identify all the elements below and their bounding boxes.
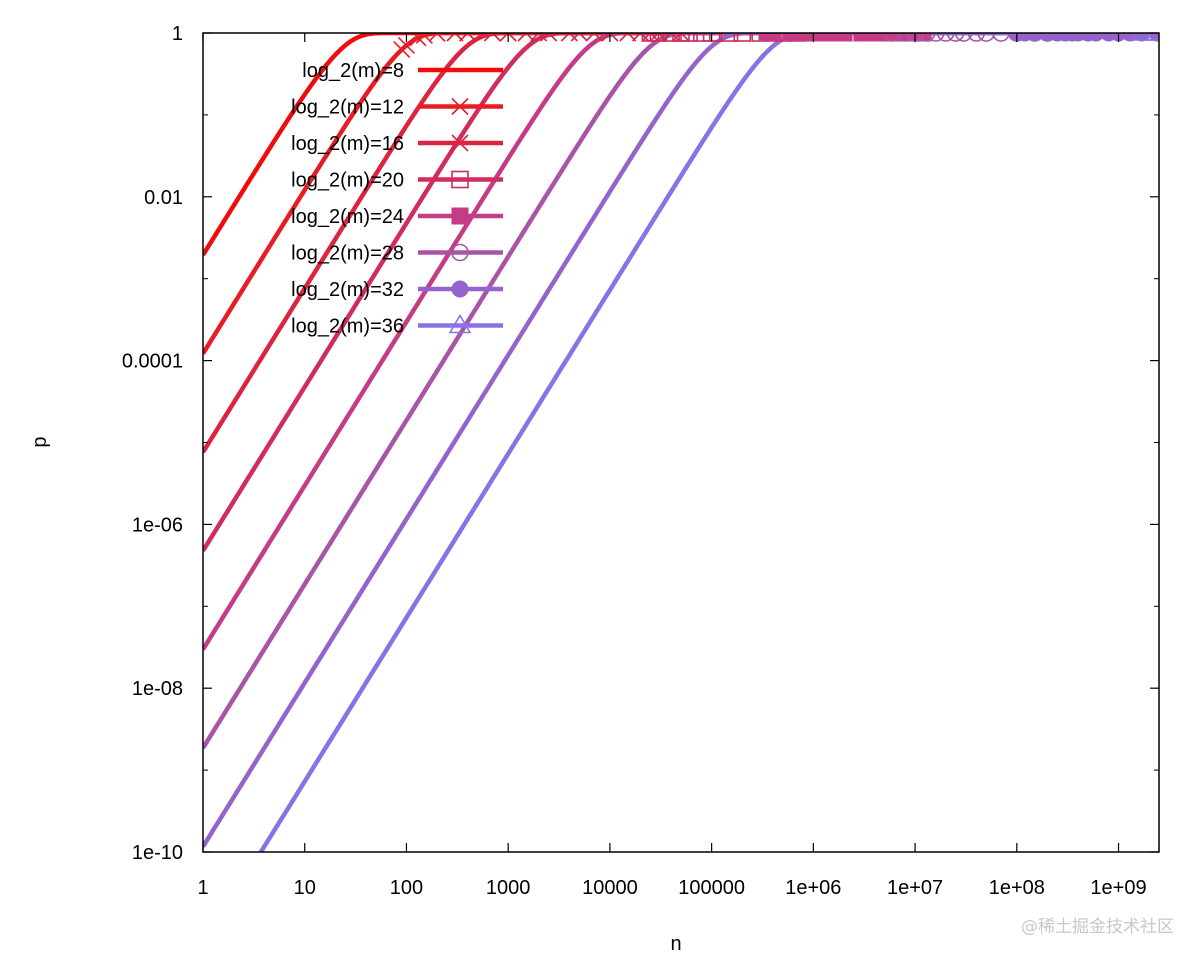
- data-point-12: [397, 36, 416, 55]
- series-line-24: [203, 33, 1159, 651]
- legend-label: log_2(m)=24: [291, 206, 404, 228]
- plot-frame: [202, 32, 1160, 853]
- legend-label: log_2(m)=20: [291, 170, 404, 192]
- data-point-32: [1133, 33, 1151, 42]
- data-point-24: [875, 33, 893, 42]
- data-point-28: [883, 33, 902, 42]
- legend-marker: [451, 170, 469, 189]
- data-point-24: [901, 33, 919, 42]
- legend-label: log_2(m)=16: [291, 133, 404, 155]
- data-point-20: [649, 33, 668, 42]
- data-point-24: [825, 33, 843, 42]
- x-tick-labels: 1 10 100 1000 10000 100000 1e+06 1e+07 1e+08 1e+0…: [197, 877, 1146, 899]
- x-tick-label: 100: [390, 877, 423, 899]
- axis-ticks: [202, 32, 1159, 853]
- y-axis-title: p: [29, 436, 51, 447]
- data-point-28: [936, 33, 955, 42]
- legend-label: log_2(m)=12: [291, 97, 404, 119]
- data-point-28: [896, 33, 915, 42]
- x-tick-label: 100000: [678, 877, 745, 899]
- data-point-28: [992, 33, 1010, 42]
- y-tick-label: 0.0001: [122, 351, 183, 373]
- data-point-16: [600, 33, 619, 42]
- data-point-28: [967, 33, 986, 42]
- legend-marker: [451, 134, 469, 152]
- x-tick-label: 10: [294, 877, 316, 899]
- data-point-16: [570, 33, 589, 42]
- x-tick-label: 1e+06: [785, 877, 841, 899]
- series-line-36: [258, 33, 1159, 852]
- legend-label: log_2(m)=8: [302, 60, 404, 82]
- series-curves: [203, 33, 1159, 852]
- legend-label: log_2(m)=32: [291, 279, 404, 301]
- data-point-36: [1130, 33, 1154, 41]
- legend-marker: [451, 207, 469, 225]
- data-point-24: [835, 33, 853, 42]
- y-tick-labels: 1 0.01 0.0001 1e-06 1e-08 1e-10: [122, 23, 183, 864]
- series-line-8: [203, 33, 1159, 257]
- legend: log_2(m)=8 log_2(m)=12 log_2(m)=16 log_2(m)…: [291, 60, 503, 338]
- legend-marker: [448, 313, 472, 334]
- data-point-12: [409, 33, 427, 47]
- data-point-32: [1148, 33, 1159, 42]
- data-point-12: [483, 33, 501, 42]
- y-tick-label: 1: [172, 23, 183, 45]
- x-tick-label: 1e+08: [989, 877, 1045, 899]
- data-point-36: [1145, 33, 1159, 41]
- series-line-20: [203, 33, 1159, 552]
- data-point-16: [539, 33, 558, 42]
- y-tick-label: 0.01: [144, 187, 183, 209]
- data-point-24: [866, 33, 884, 42]
- x-tick-label: 1e+07: [887, 877, 943, 899]
- data-point-20: [720, 33, 739, 42]
- y-tick-label: 1e-06: [132, 514, 183, 536]
- data-point-16: [672, 33, 690, 42]
- data-point-28: [917, 33, 936, 42]
- legend-marker: [451, 97, 469, 116]
- data-point-20: [662, 33, 680, 42]
- series-line-32: [203, 33, 1159, 848]
- legend-label: log_2(m)=36: [291, 316, 404, 338]
- legend-label: log_2(m)=28: [291, 243, 404, 265]
- y-tick-label: 1e-10: [132, 842, 183, 864]
- legend-marker: [451, 280, 469, 298]
- data-point-20: [680, 33, 698, 42]
- watermark: @稀土掘金技术社区: [1021, 917, 1174, 937]
- series-line-12: [203, 33, 1159, 355]
- x-tick-label: 10000: [582, 877, 638, 899]
- data-point-28: [954, 33, 973, 42]
- data-point-16: [618, 33, 637, 42]
- data-point-32: [1087, 33, 1105, 42]
- data-point-24: [789, 33, 807, 42]
- x-tick-label: 1000: [486, 877, 531, 899]
- data-point-24: [764, 33, 782, 42]
- x-axis-title: n: [670, 933, 681, 955]
- series-markers: [393, 33, 1159, 59]
- x-tick-label: 1: [197, 877, 208, 899]
- data-point-12: [459, 33, 477, 42]
- data-point-16: [641, 33, 660, 42]
- data-point-16: [585, 33, 604, 42]
- data-point-28: [977, 33, 995, 42]
- data-point-24: [853, 33, 871, 42]
- data-point-20: [733, 33, 752, 42]
- data-point-24: [816, 33, 834, 42]
- data-point-20: [692, 33, 711, 42]
- data-point-28: [946, 33, 965, 42]
- data-point-12: [499, 33, 517, 42]
- y-tick-label: 1e-08: [132, 678, 183, 700]
- legend-marker: [451, 243, 469, 262]
- data-point-32: [1026, 33, 1044, 42]
- data-point-28: [927, 33, 945, 42]
- series-line-16: [203, 33, 1159, 454]
- x-tick-label: 1e+09: [1090, 877, 1146, 899]
